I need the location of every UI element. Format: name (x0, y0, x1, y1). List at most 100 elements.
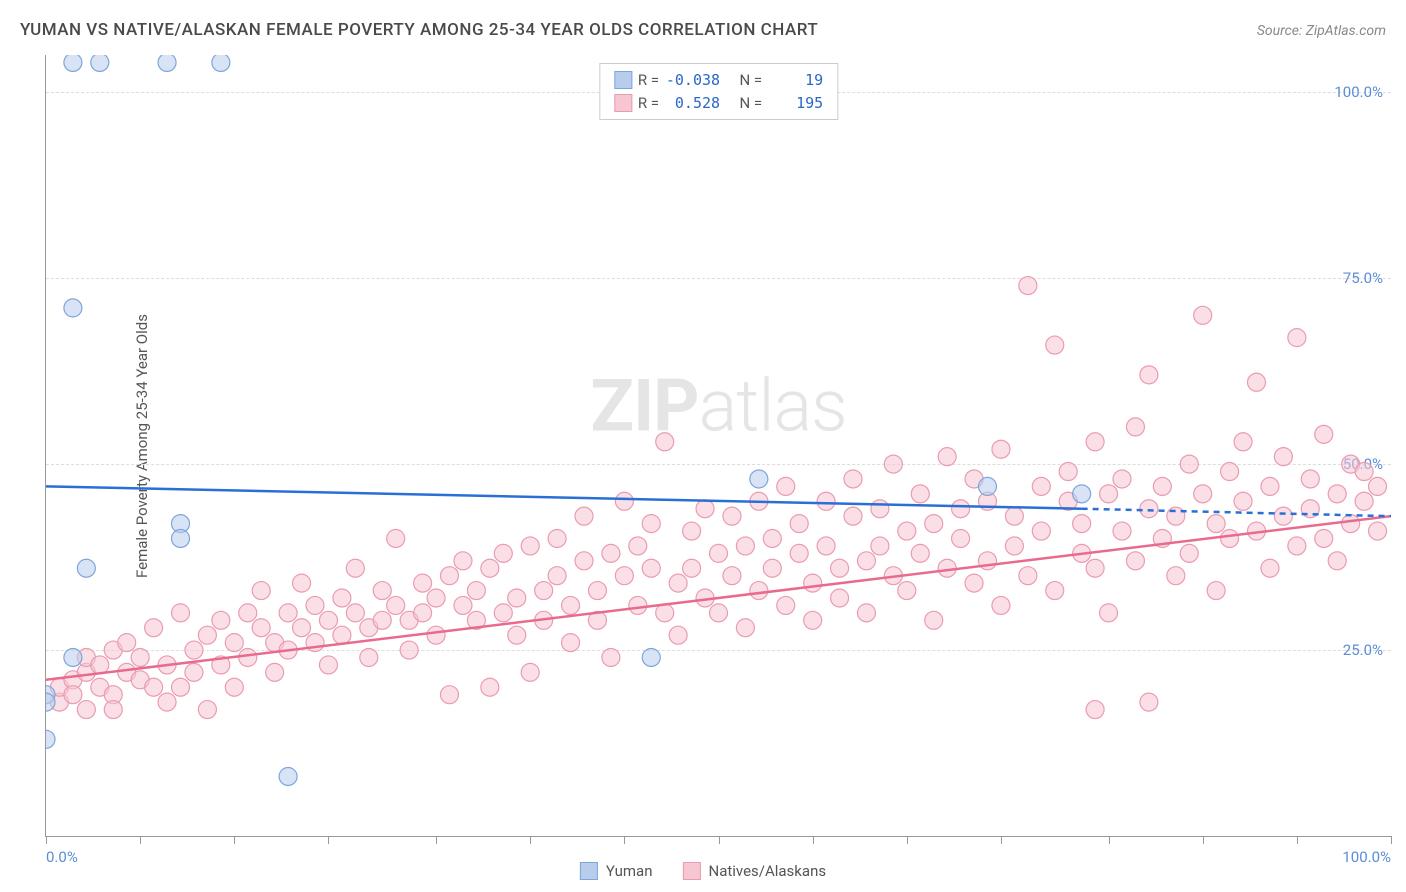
data-point (118, 634, 136, 652)
data-point (1005, 507, 1023, 525)
legend-item: Yuman (580, 862, 653, 880)
data-point (1032, 477, 1050, 495)
data-point (588, 582, 606, 600)
data-point (1221, 463, 1239, 481)
data-point (763, 559, 781, 577)
data-point (1315, 529, 1333, 547)
data-point (77, 701, 95, 719)
data-point (898, 582, 916, 600)
x-tick (1297, 836, 1298, 844)
data-point (938, 448, 956, 466)
data-point (293, 574, 311, 592)
data-point (1369, 477, 1387, 495)
x-tick (719, 836, 720, 844)
data-point (319, 656, 337, 674)
data-point (46, 730, 55, 748)
data-point (1019, 277, 1037, 295)
data-point (710, 544, 728, 562)
data-point (521, 537, 539, 555)
data-point (1153, 477, 1171, 495)
data-point (91, 55, 109, 71)
data-point (64, 648, 82, 666)
data-point (373, 611, 391, 629)
data-point (172, 604, 190, 622)
data-point (185, 663, 203, 681)
natives-swatch (614, 94, 632, 112)
data-point (239, 648, 257, 666)
data-point (1288, 537, 1306, 555)
data-point (454, 596, 472, 614)
data-point (508, 626, 526, 644)
data-point (548, 567, 566, 585)
stats-row-natives: R = 0.528 N = 195 (614, 92, 823, 115)
data-point (857, 552, 875, 570)
data-point (871, 537, 889, 555)
data-point (467, 582, 485, 600)
data-point (1180, 544, 1198, 562)
data-point (911, 544, 929, 562)
data-point (844, 507, 862, 525)
data-point (64, 686, 82, 704)
data-point (777, 477, 795, 495)
data-point (642, 515, 660, 533)
data-point (104, 701, 122, 719)
data-point (548, 529, 566, 547)
data-point (494, 544, 512, 562)
data-point (817, 537, 835, 555)
data-point (441, 686, 459, 704)
data-point (145, 678, 163, 696)
data-point (91, 656, 109, 674)
data-point (1046, 336, 1064, 354)
x-tick (140, 836, 141, 844)
data-point (1207, 515, 1225, 533)
data-point (1261, 477, 1279, 495)
data-point (763, 529, 781, 547)
data-point (857, 604, 875, 622)
data-point (279, 767, 297, 785)
data-point (77, 559, 95, 577)
data-point (346, 559, 364, 577)
data-point (64, 55, 82, 71)
data-point (360, 648, 378, 666)
trend-line-extrapolated (1082, 509, 1391, 516)
x-tick (813, 836, 814, 844)
legend-item: Natives/Alaskans (683, 862, 827, 880)
bottom-legend: Yuman Natives/Alaskans (580, 862, 826, 880)
data-point (629, 596, 647, 614)
data-point (172, 529, 190, 547)
data-point (387, 529, 405, 547)
x-tick (624, 836, 625, 844)
data-point (1234, 433, 1252, 451)
data-point (683, 559, 701, 577)
data-point (723, 567, 741, 585)
data-point (1019, 567, 1037, 585)
data-point (414, 604, 432, 622)
data-point (871, 500, 889, 518)
data-point (198, 626, 216, 644)
data-point (1301, 470, 1319, 488)
data-point (508, 589, 526, 607)
data-point (629, 537, 647, 555)
data-point (319, 611, 337, 629)
stats-row-yuman: R = -0.038 N = 19 (614, 69, 823, 92)
data-point (333, 589, 351, 607)
data-point (1194, 306, 1212, 324)
data-point (884, 455, 902, 473)
data-point (965, 574, 983, 592)
data-point (387, 596, 405, 614)
data-point (1315, 425, 1333, 443)
x-tick (234, 836, 235, 844)
data-point (158, 55, 176, 71)
data-point (454, 552, 472, 570)
x-tick-label: 100.0% (1342, 848, 1391, 866)
data-point (804, 611, 822, 629)
x-tick (1391, 836, 1392, 844)
data-point (414, 574, 432, 592)
data-point (669, 574, 687, 592)
data-point (1140, 693, 1158, 711)
data-point (1261, 559, 1279, 577)
data-point (952, 529, 970, 547)
data-point (1355, 463, 1373, 481)
data-point (1274, 507, 1292, 525)
data-point (225, 678, 243, 696)
